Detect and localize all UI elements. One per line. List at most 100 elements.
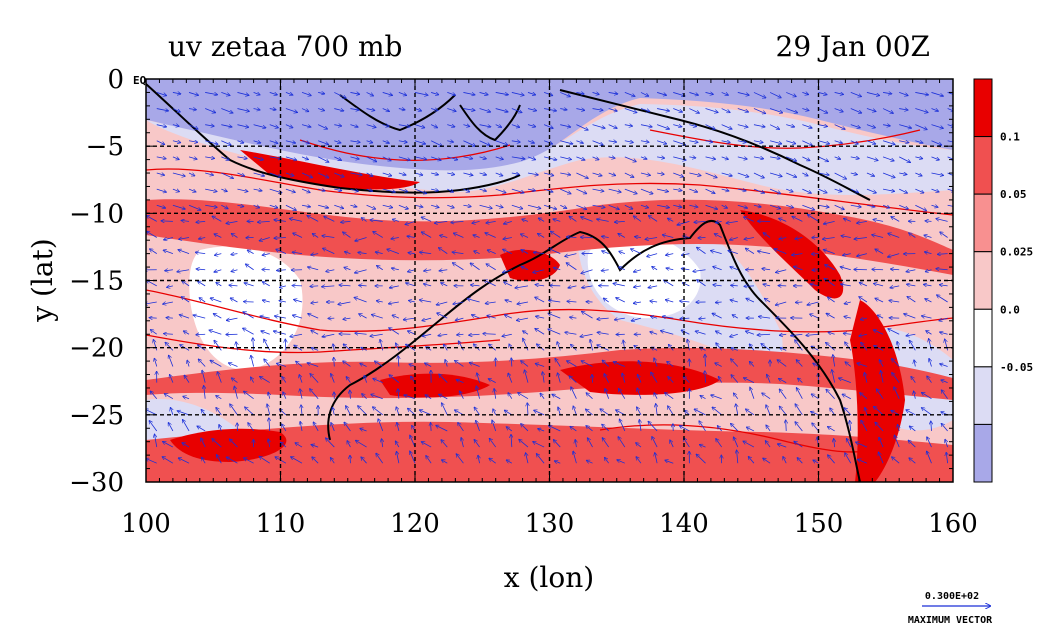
wind-vector [945,440,948,448]
wind-vector [172,157,179,159]
wind-vector [293,315,303,319]
wind-vector [608,124,617,129]
wind-vector [269,157,281,159]
wind-vector [730,300,738,302]
wind-vector [452,252,464,254]
wind-vector [277,270,286,271]
wind-vector [806,334,819,335]
y-tick-label: −30 [69,468,124,498]
wind-vector [549,249,561,254]
wind-vector [685,411,690,416]
wind-vector [650,332,658,334]
wind-vector [396,407,400,415]
wind-vector [358,252,367,253]
wind-vector [404,318,416,320]
wind-vector [290,219,303,222]
wind-vector [268,393,270,399]
wind-vector [199,359,206,367]
wind-vector [582,286,593,288]
wind-vector [786,156,796,161]
wind-vector [645,238,658,240]
wind-vector [463,125,469,127]
wind-vector [573,406,577,415]
wind-vector [527,109,536,111]
wind-vector [632,317,642,321]
wind-vector [694,409,706,416]
wind-vector [922,393,932,400]
wind-vector [165,394,174,400]
wind-vector [882,108,893,114]
wind-vector [447,125,454,127]
wind-vector [269,124,278,128]
wind-vector [534,252,545,253]
wind-vector [411,376,416,383]
wind-vector [359,285,367,286]
wind-vector [344,267,351,269]
wind-vector [834,439,835,448]
wind-vector [899,124,911,128]
wind-vector [576,156,584,160]
wind-vector [634,286,642,287]
wind-vector [301,188,310,192]
wind-vector [624,204,633,209]
wind-vector [409,364,416,366]
wind-vector [285,92,293,95]
wind-vector [818,156,829,161]
wind-vector [156,157,166,159]
wind-vector [543,92,552,95]
wind-vector [341,221,351,222]
wind-vector [567,237,577,238]
wind-vector [334,156,341,160]
wind-vector [473,235,480,237]
wind-vector [597,318,609,319]
wind-vector [505,410,513,416]
wind-vector [404,395,416,400]
wind-vector [763,284,771,286]
wind-vector [366,109,375,111]
wind-vector [350,157,358,159]
wind-vector [941,380,948,383]
wind-vector [204,386,205,399]
wind-vector [592,124,605,128]
wind-vector [373,232,383,238]
wind-vector [844,317,851,319]
wind-vector [183,420,190,432]
wind-vector [161,221,173,222]
wind-vector [766,405,771,415]
wind-vector [188,189,196,192]
wind-vector [362,394,367,399]
wind-vector [356,441,367,448]
wind-vector [202,371,206,383]
wind-vector [663,235,674,238]
wind-vector [832,370,836,383]
wind-vector [818,125,828,127]
wind-vector [511,435,512,448]
wind-vector [431,109,437,111]
wind-vector [293,233,303,238]
wind-vector [301,157,308,160]
wind-vector [639,420,641,432]
wind-vector [178,250,190,255]
wind-vector [463,140,475,146]
wind-vector [221,108,232,113]
wind-vector [376,252,383,254]
wind-vector [201,410,206,416]
wind-vector [907,284,916,286]
wind-vector [536,364,545,367]
wind-vector [243,312,254,319]
wind-vector [874,330,884,335]
wind-vector [397,423,399,432]
wind-vector [326,270,335,272]
wind-vector [845,342,852,351]
wind-vector [721,172,732,176]
negative-vorticity-west [189,246,303,371]
wind-vector [786,172,796,177]
wind-vector [924,284,932,285]
wind-vector [915,188,923,193]
wind-vector [873,220,884,222]
wind-vector [608,108,617,112]
wind-vector [666,268,674,270]
wind-vector [167,286,173,287]
wind-vector [721,92,728,95]
wind-vector [558,407,560,415]
